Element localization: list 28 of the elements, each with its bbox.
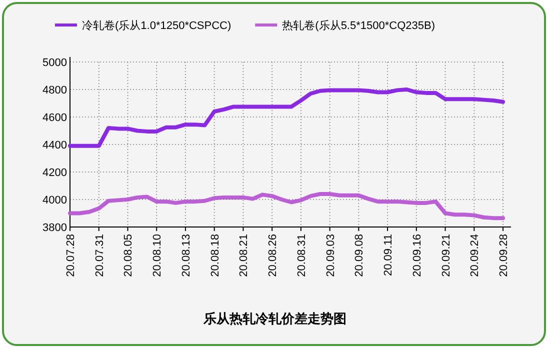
y-tick-label: 4000	[42, 194, 67, 206]
x-tick-label: 20.08.05	[122, 234, 135, 277]
x-tick-label: 20.08.21	[238, 234, 250, 277]
x-tick-label: 20.08.18	[209, 234, 222, 277]
x-tick-label: 20.09.28	[498, 234, 510, 277]
x-tick-label: 20.09.03	[324, 234, 337, 277]
legend-label: 冷轧卷(乐从1.0*1250*CSPCC)	[82, 19, 232, 32]
line-series	[68, 192, 505, 220]
x-tick-label: 20.08.26	[267, 234, 280, 277]
y-tick-label: 3800	[42, 222, 67, 234]
y-tick-label: 4800	[42, 84, 67, 96]
legend-label: 热轧卷(乐从5.5*1500*CQ235B)	[282, 19, 435, 32]
y-tick-label: 4400	[42, 140, 67, 152]
x-tick-label: 20.09.16	[411, 234, 424, 277]
text: 乐从热轧冷轧价差走势图	[202, 311, 346, 326]
x-tick-label: 20.09.11	[382, 234, 395, 276]
y-tick-label: 4200	[42, 167, 67, 179]
x-tick-label: 20.08.31	[296, 234, 308, 277]
x-tick-label: 20.08.10	[152, 234, 164, 277]
x-tick-label: 20.09.24	[469, 234, 482, 277]
x-tick-label: 20.09.08	[354, 234, 366, 277]
y-tick-label: 5000	[42, 57, 67, 69]
line-series	[68, 88, 505, 148]
y-tick-label: 4600	[42, 112, 67, 124]
x-tick-label: 20.09.21	[440, 234, 452, 277]
x-tick-label: 20.08.13	[180, 234, 192, 277]
x-tick-label: 20.07.28	[65, 234, 77, 277]
x-tick-label: 20.07.31	[94, 234, 106, 277]
